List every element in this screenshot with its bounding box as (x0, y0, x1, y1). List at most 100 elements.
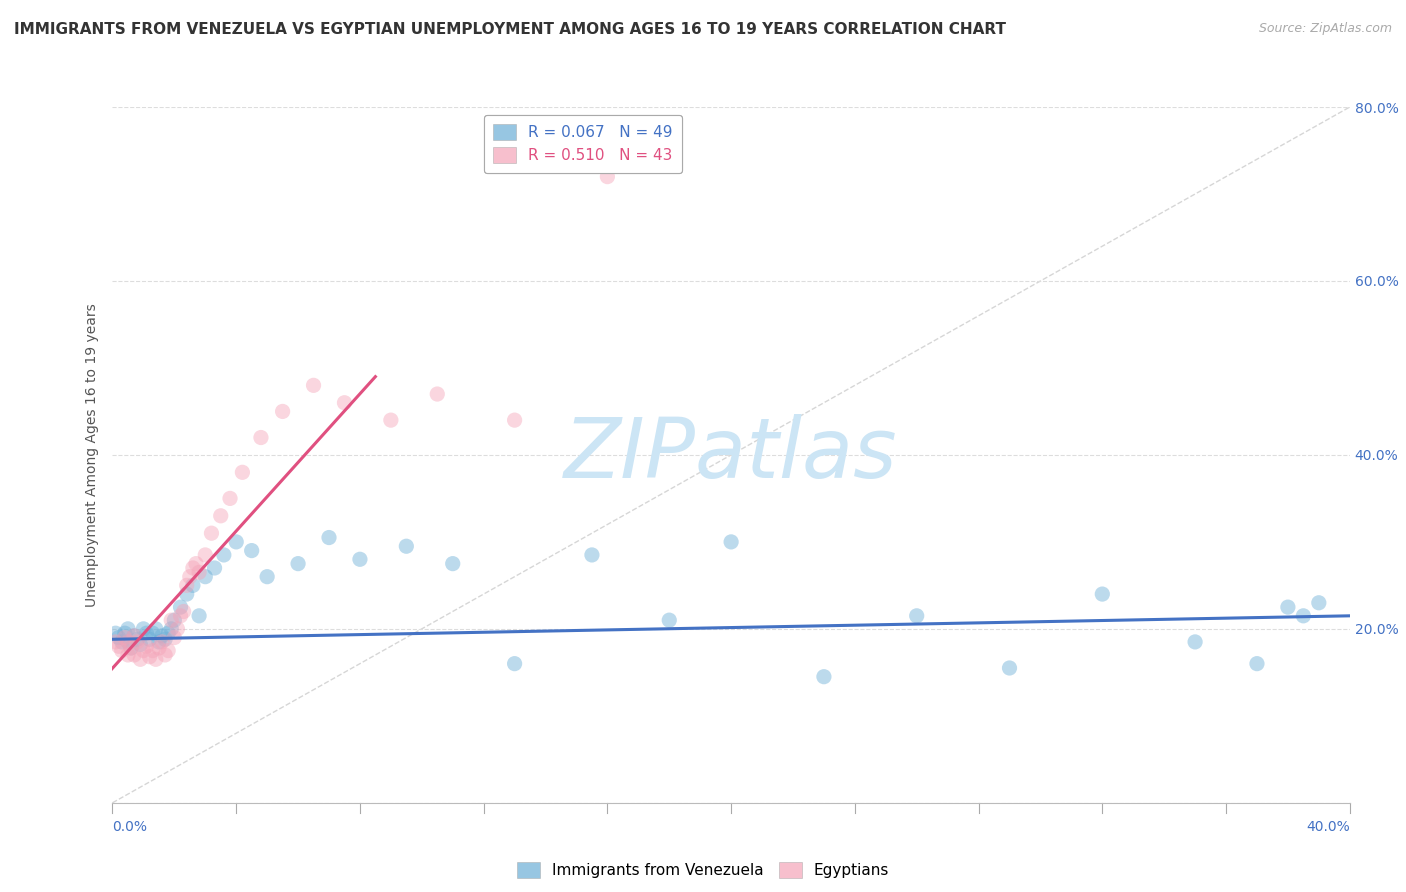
Point (150, 629, 173, 643)
Point (163, 631, 186, 645)
Point (318, 531, 340, 545)
Point (127, 632, 149, 647)
Point (122, 629, 145, 643)
Point (107, 631, 129, 645)
Point (157, 626, 180, 640)
Point (225, 534, 247, 549)
Point (153, 632, 176, 647)
Point (200, 526, 222, 541)
Text: 0.0%: 0.0% (112, 821, 148, 834)
Point (111, 635, 134, 649)
Point (117, 622, 139, 636)
Point (181, 578, 204, 592)
Point (127, 635, 149, 649)
Text: Source: ZipAtlas.com: Source: ZipAtlas.com (1258, 22, 1392, 36)
Point (138, 632, 160, 647)
Point (395, 539, 418, 553)
Point (173, 605, 195, 619)
Point (204, 561, 226, 575)
Legend: R = 0.067   N = 49, R = 0.510   N = 43: R = 0.067 N = 49, R = 0.510 N = 43 (484, 115, 682, 173)
Point (160, 622, 183, 636)
Point (658, 613, 681, 627)
Point (104, 635, 127, 649)
Point (813, 670, 835, 684)
Point (181, 561, 204, 575)
Point (581, 548, 603, 562)
Point (212, 548, 235, 562)
Point (1292, 608, 1315, 623)
Point (176, 587, 198, 601)
Point (129, 652, 152, 666)
Point (209, 508, 232, 523)
Point (441, 557, 464, 571)
Text: IMMIGRANTS FROM VENEZUELA VS EGYPTIAN UNEMPLOYMENT AMONG AGES 16 TO 19 YEARS COR: IMMIGRANTS FROM VENEZUELA VS EGYPTIAN UN… (14, 22, 1007, 37)
Point (163, 613, 186, 627)
Legend: Immigrants from Venezuela, Egyptians: Immigrants from Venezuela, Egyptians (510, 856, 896, 884)
Point (905, 608, 928, 623)
Point (380, 413, 402, 427)
Point (135, 639, 157, 653)
Point (596, 169, 619, 184)
Point (138, 649, 160, 664)
Point (250, 431, 273, 445)
Point (153, 648, 176, 662)
Point (142, 626, 165, 640)
Point (117, 635, 139, 649)
Point (231, 466, 253, 480)
Point (166, 622, 188, 636)
Point (1184, 635, 1206, 649)
Point (1246, 657, 1268, 671)
Point (122, 629, 145, 643)
Point (333, 396, 356, 410)
Point (503, 413, 526, 427)
Point (169, 600, 191, 615)
Point (129, 638, 152, 652)
Point (117, 635, 139, 649)
Point (194, 548, 217, 562)
Point (107, 639, 129, 653)
Point (142, 643, 165, 657)
Point (135, 626, 157, 640)
Y-axis label: Unemployment Among Ages 16 to 19 years: Unemployment Among Ages 16 to 19 years (84, 303, 98, 607)
Point (148, 640, 170, 655)
Point (132, 622, 155, 636)
Point (157, 643, 180, 657)
Point (188, 608, 211, 623)
Point (104, 626, 127, 640)
Point (145, 622, 167, 636)
Point (120, 640, 142, 655)
Point (287, 557, 309, 571)
Point (117, 648, 139, 662)
Point (240, 543, 263, 558)
Point (176, 578, 198, 592)
Point (169, 608, 191, 623)
Point (184, 557, 207, 571)
Point (145, 652, 167, 666)
Point (720, 534, 742, 549)
Text: ZIPatlas: ZIPatlas (564, 415, 898, 495)
Point (194, 570, 217, 584)
Point (111, 643, 134, 657)
Point (503, 657, 526, 671)
Point (160, 613, 183, 627)
Point (114, 626, 136, 640)
Point (998, 661, 1021, 675)
Point (132, 643, 155, 657)
Point (120, 640, 142, 655)
Point (122, 648, 145, 662)
Point (114, 631, 136, 645)
Point (302, 378, 325, 392)
Point (426, 387, 449, 401)
Point (188, 566, 211, 580)
Text: 40.0%: 40.0% (1306, 821, 1350, 834)
Point (256, 570, 278, 584)
Point (1308, 596, 1330, 610)
Point (1277, 600, 1299, 615)
Point (219, 491, 242, 506)
Point (349, 552, 371, 566)
Point (179, 570, 201, 584)
Point (1091, 587, 1114, 601)
Point (271, 404, 294, 418)
Point (150, 635, 173, 649)
Point (148, 635, 170, 649)
